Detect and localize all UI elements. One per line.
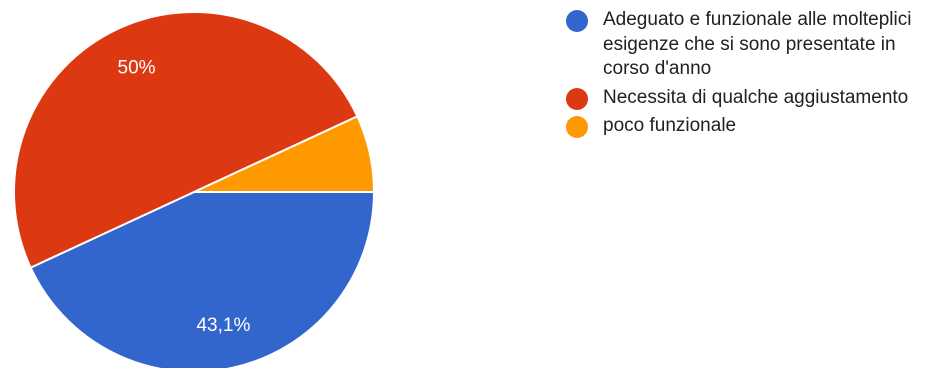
pie-slice-necessita [13, 11, 359, 269]
legend-swatch-necessita [566, 87, 588, 110]
legend-swatch-adeguato [566, 10, 588, 32]
legend-item-adeguato: Adeguato e funzionale alle molteplici es… [566, 8, 936, 82]
legend-item-necessita: Necessita di qualche aggiustamento [566, 86, 936, 111]
legend-label-poco-funzionale: poco funzionale [603, 115, 737, 136]
legend-label-necessita: Necessita di qualche aggiustamento [603, 86, 909, 108]
slice-value-label-necessita: 50% [118, 57, 156, 78]
pie-chart: 43,1% 50% [13, 11, 376, 368]
legend-swatch-poco-funzionale [566, 116, 588, 138]
legend-label-adeguato: Adeguato e funzionale alle molteplici es… [603, 9, 912, 79]
pie-slice-poco-funzionale [193, 115, 376, 193]
slice-value-label-adeguato: 43,1% [196, 315, 250, 336]
legend-item-poco-funzionale: poco funzionale [566, 114, 936, 139]
chart-legend: Adeguato e funzionale alle molteplici es… [566, 8, 936, 143]
